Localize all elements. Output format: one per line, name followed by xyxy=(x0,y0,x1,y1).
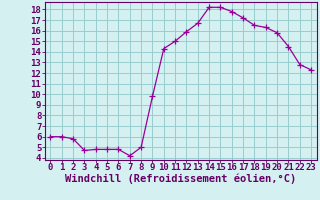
X-axis label: Windchill (Refroidissement éolien,°C): Windchill (Refroidissement éolien,°C) xyxy=(65,174,296,184)
